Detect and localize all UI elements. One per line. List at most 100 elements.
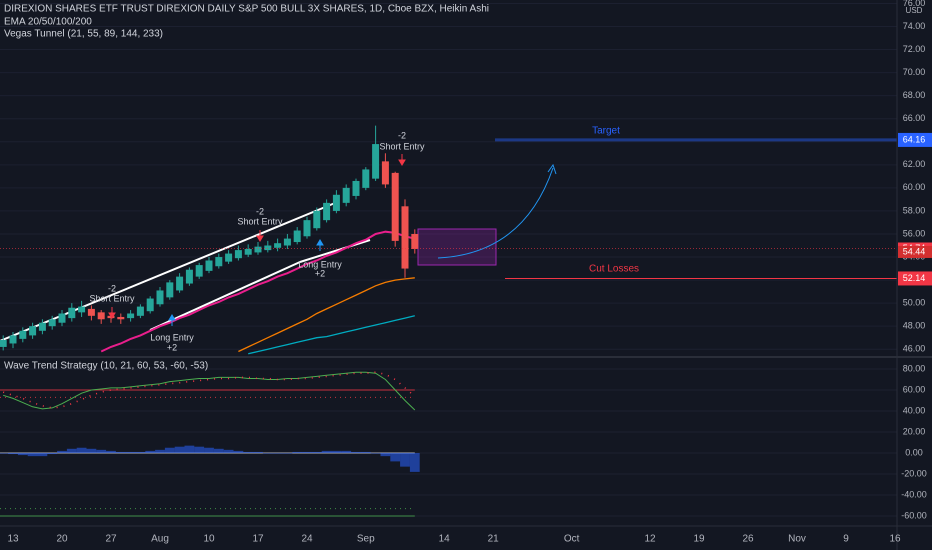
histogram-bar — [204, 447, 214, 453]
candle-body — [293, 230, 301, 243]
histogram-bar — [233, 450, 244, 453]
histogram-bar — [8, 452, 18, 455]
candle-body — [185, 269, 193, 284]
signal-label: Short Entry — [237, 216, 283, 226]
price-badge — [898, 245, 932, 258]
histogram-bar — [174, 446, 185, 453]
candle-body — [58, 313, 66, 323]
y-tick-label: 20.00 — [903, 426, 926, 436]
candle-body — [0, 340, 7, 347]
candle-body — [234, 250, 242, 259]
y-tick-label: -40.00 — [901, 489, 927, 499]
candle-body — [48, 319, 56, 327]
histogram-bar — [253, 451, 263, 453]
histogram-bar — [96, 449, 107, 453]
histogram-bar — [243, 451, 254, 453]
y-tick-label: -60.00 — [901, 510, 927, 520]
signal-label: Short Entry — [89, 293, 135, 303]
candle-body — [29, 326, 37, 336]
projection-arrow — [437, 167, 554, 259]
y-tick-label: 60.00 — [903, 182, 926, 192]
trend-line — [149, 261, 301, 331]
candle-body — [352, 180, 360, 196]
x-tick-label: Oct — [564, 534, 580, 545]
x-tick-label: 27 — [105, 534, 117, 545]
x-tick-label: 24 — [301, 534, 313, 545]
level-label: Target — [592, 126, 620, 137]
price-badge-label: 52.14 — [903, 273, 926, 283]
ema-line — [238, 277, 415, 353]
candle-body — [205, 260, 213, 271]
candle-body — [97, 312, 105, 320]
y-tick-label: 56.00 — [903, 228, 926, 238]
price-badge — [898, 132, 932, 147]
ema-line — [100, 230, 416, 353]
x-tick-label: Aug — [151, 534, 169, 545]
histogram-bar — [292, 451, 303, 453]
candle-body — [381, 161, 389, 185]
candle-body — [127, 313, 135, 319]
histogram-bar — [390, 452, 401, 462]
candle-body — [362, 169, 370, 188]
symbol-title: DIREXION SHARES ETF TRUST DIREXION DAILY… — [4, 4, 489, 15]
y-tick-label: 62.00 — [903, 159, 926, 169]
signal-label: Short Entry — [379, 141, 425, 151]
y-tick-label: 66.00 — [903, 113, 926, 123]
y-tick-label: 58.00 — [903, 205, 926, 215]
histogram-bar — [115, 451, 126, 453]
signal-label: +2 — [167, 342, 177, 352]
y-tick-label: 60.00 — [903, 384, 926, 394]
candle-body — [372, 144, 380, 179]
price-badge-label: 64.16 — [903, 134, 926, 144]
candle-body — [342, 187, 350, 203]
candle-body — [323, 202, 331, 221]
trend-line — [0, 202, 336, 342]
candle-body — [136, 306, 144, 316]
histogram-bar — [400, 452, 410, 467]
histogram-bar — [223, 449, 234, 453]
histogram-bar — [155, 449, 165, 453]
histogram-bar — [331, 450, 342, 453]
x-tick-label: 16 — [889, 534, 901, 545]
candle-body — [391, 172, 399, 241]
histogram-bar — [0, 452, 9, 454]
histogram-bar — [282, 452, 293, 454]
histogram-bar — [86, 448, 97, 453]
signal-label: Long Entry — [298, 259, 342, 269]
candle-body — [244, 248, 252, 255]
candle-body — [38, 322, 46, 331]
histogram-bar — [57, 450, 67, 453]
x-tick-label: 21 — [488, 534, 500, 545]
y-tick-label: 48.00 — [903, 321, 926, 331]
histogram-bar — [360, 451, 371, 453]
grid — [0, 2, 897, 517]
histogram-bar — [272, 452, 283, 454]
histogram-bar — [321, 450, 332, 453]
y-tick-label: 80.00 — [903, 363, 926, 373]
candle-body — [401, 206, 409, 269]
candle-body — [87, 308, 95, 316]
signal-label: +2 — [315, 268, 325, 278]
candle-body — [156, 290, 164, 305]
histogram-bar — [380, 452, 391, 457]
x-tick-label: 20 — [56, 534, 68, 545]
arrow-head — [547, 163, 557, 175]
y-tick-label: 68.00 — [903, 90, 926, 100]
y-tick-label: 0.00 — [905, 447, 923, 457]
y-tick-label: 76.00 — [903, 0, 926, 8]
axes: 13 20 27 Aug 10 17 24 Sep 14 21 Oct 12 19 26 Nov 9 16 46.… — [7, 0, 932, 545]
histogram-bar — [351, 451, 361, 453]
signal-label: -2 — [398, 130, 406, 140]
y-tick-label: 40.00 — [903, 405, 926, 415]
y-tick-label: 46.00 — [903, 344, 926, 354]
candle-body — [117, 316, 125, 320]
histogram-bar — [409, 452, 420, 472]
histogram-bar — [37, 452, 48, 457]
price-badge — [898, 271, 932, 286]
histogram-bar — [47, 452, 58, 455]
histogram-bar — [262, 452, 273, 454]
histogram-bar — [145, 450, 156, 453]
histogram-bar — [213, 448, 224, 453]
